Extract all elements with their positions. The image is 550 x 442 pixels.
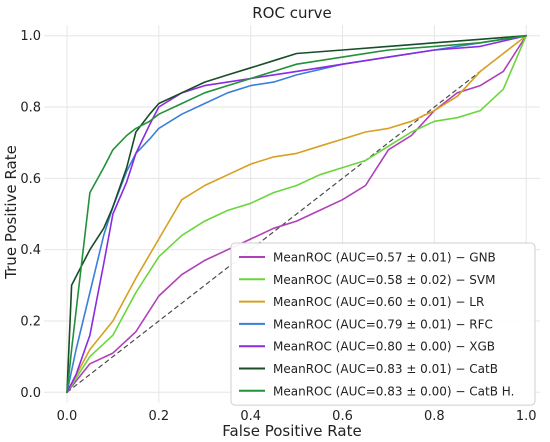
y-tick-label: 0.4 [20,243,41,258]
legend: MeanROC (AUC=0.57 ± 0.01) − GNB MeanROC (… [230,242,536,406]
series-line-gnb [66,34,528,394]
axes: 0.0 0.2 0.4 0.6 0.8 1.0 0.0 0.2 0.4 0.6 0.8 1.0 [20,29,536,424]
y-tick-label: 0.2 [20,314,41,329]
x-tick-label: 0.8 [424,409,445,424]
legend-entry-label: MeanROC (AUC=0.80 ± 0.00) − XGB [273,340,495,354]
series-layer [66,34,528,394]
chance-reference-line [66,35,527,393]
legend-entry-label: MeanROC (AUC=0.79 ± 0.01) − RFC [273,317,493,331]
legend-entry-label: MeanROC (AUC=0.58 ± 0.02) − SVM [273,273,495,287]
x-tick-label: 0.4 [240,409,261,424]
chart-title: ROC curve [252,4,332,22]
x-tick-label: 0.2 [148,409,169,424]
series-line-svm [66,34,528,394]
series-line-xgb [66,34,528,394]
y-axis-label: True Positive Rate [2,145,20,280]
y-tick-label: 1.0 [20,29,41,44]
series-line-catb-h [66,34,528,394]
y-tick-label: 0.8 [20,101,41,116]
x-axis-label: False Positive Rate [222,422,361,440]
x-tick-label: 0.0 [57,409,78,424]
series-line-lr [66,34,528,394]
y-tick-label: 0.6 [20,172,41,187]
legend-entry-label: MeanROC (AUC=0.57 ± 0.01) − GNB [273,251,496,265]
legend-entry-label: MeanROC (AUC=0.60 ± 0.01) − LR [273,295,484,309]
y-tick-label: 0.0 [20,386,41,401]
legend-box [230,242,536,406]
x-tick-label: 1.0 [516,409,537,424]
series-line-catb [66,34,528,394]
legend-entry-label: MeanROC (AUC=0.83 ± 0.00) − CatB H. [273,384,514,398]
legend-entry-label: MeanROC (AUC=0.83 ± 0.01) − CatB [273,362,498,376]
x-tick-label: 0.6 [332,409,353,424]
